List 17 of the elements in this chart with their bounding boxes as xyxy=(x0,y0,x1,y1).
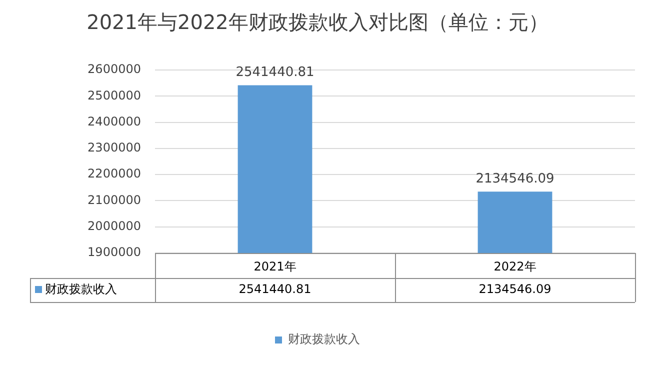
y-tick-label: 2100000 xyxy=(88,192,141,207)
y-tick-label: 1900000 xyxy=(88,245,141,260)
y-tick-label: 2300000 xyxy=(88,140,141,155)
y-tick-label: 2400000 xyxy=(88,114,141,128)
text: 2541440.81 xyxy=(236,65,314,80)
x-tick-label: 2021年 xyxy=(254,259,296,274)
data-label: 2541440.81 xyxy=(238,282,312,296)
y-tick-label: 2200000 xyxy=(88,166,141,181)
chart-title: 2021年与2022年财政拨款收入对比图（单位：元） xyxy=(86,10,548,34)
data-label: 2134546.09 xyxy=(478,282,552,296)
x-tick-label: 2022年 xyxy=(494,259,536,274)
legend-label: 财政拨款收入 xyxy=(288,332,360,346)
text: 财政拨款收入 xyxy=(45,282,117,296)
y-tick-label: 2500000 xyxy=(88,88,141,102)
y-tick-label: 2600000 xyxy=(88,62,141,76)
text: 2134546.09 xyxy=(476,172,554,187)
y-tick-label: 2000000 xyxy=(88,218,141,233)
